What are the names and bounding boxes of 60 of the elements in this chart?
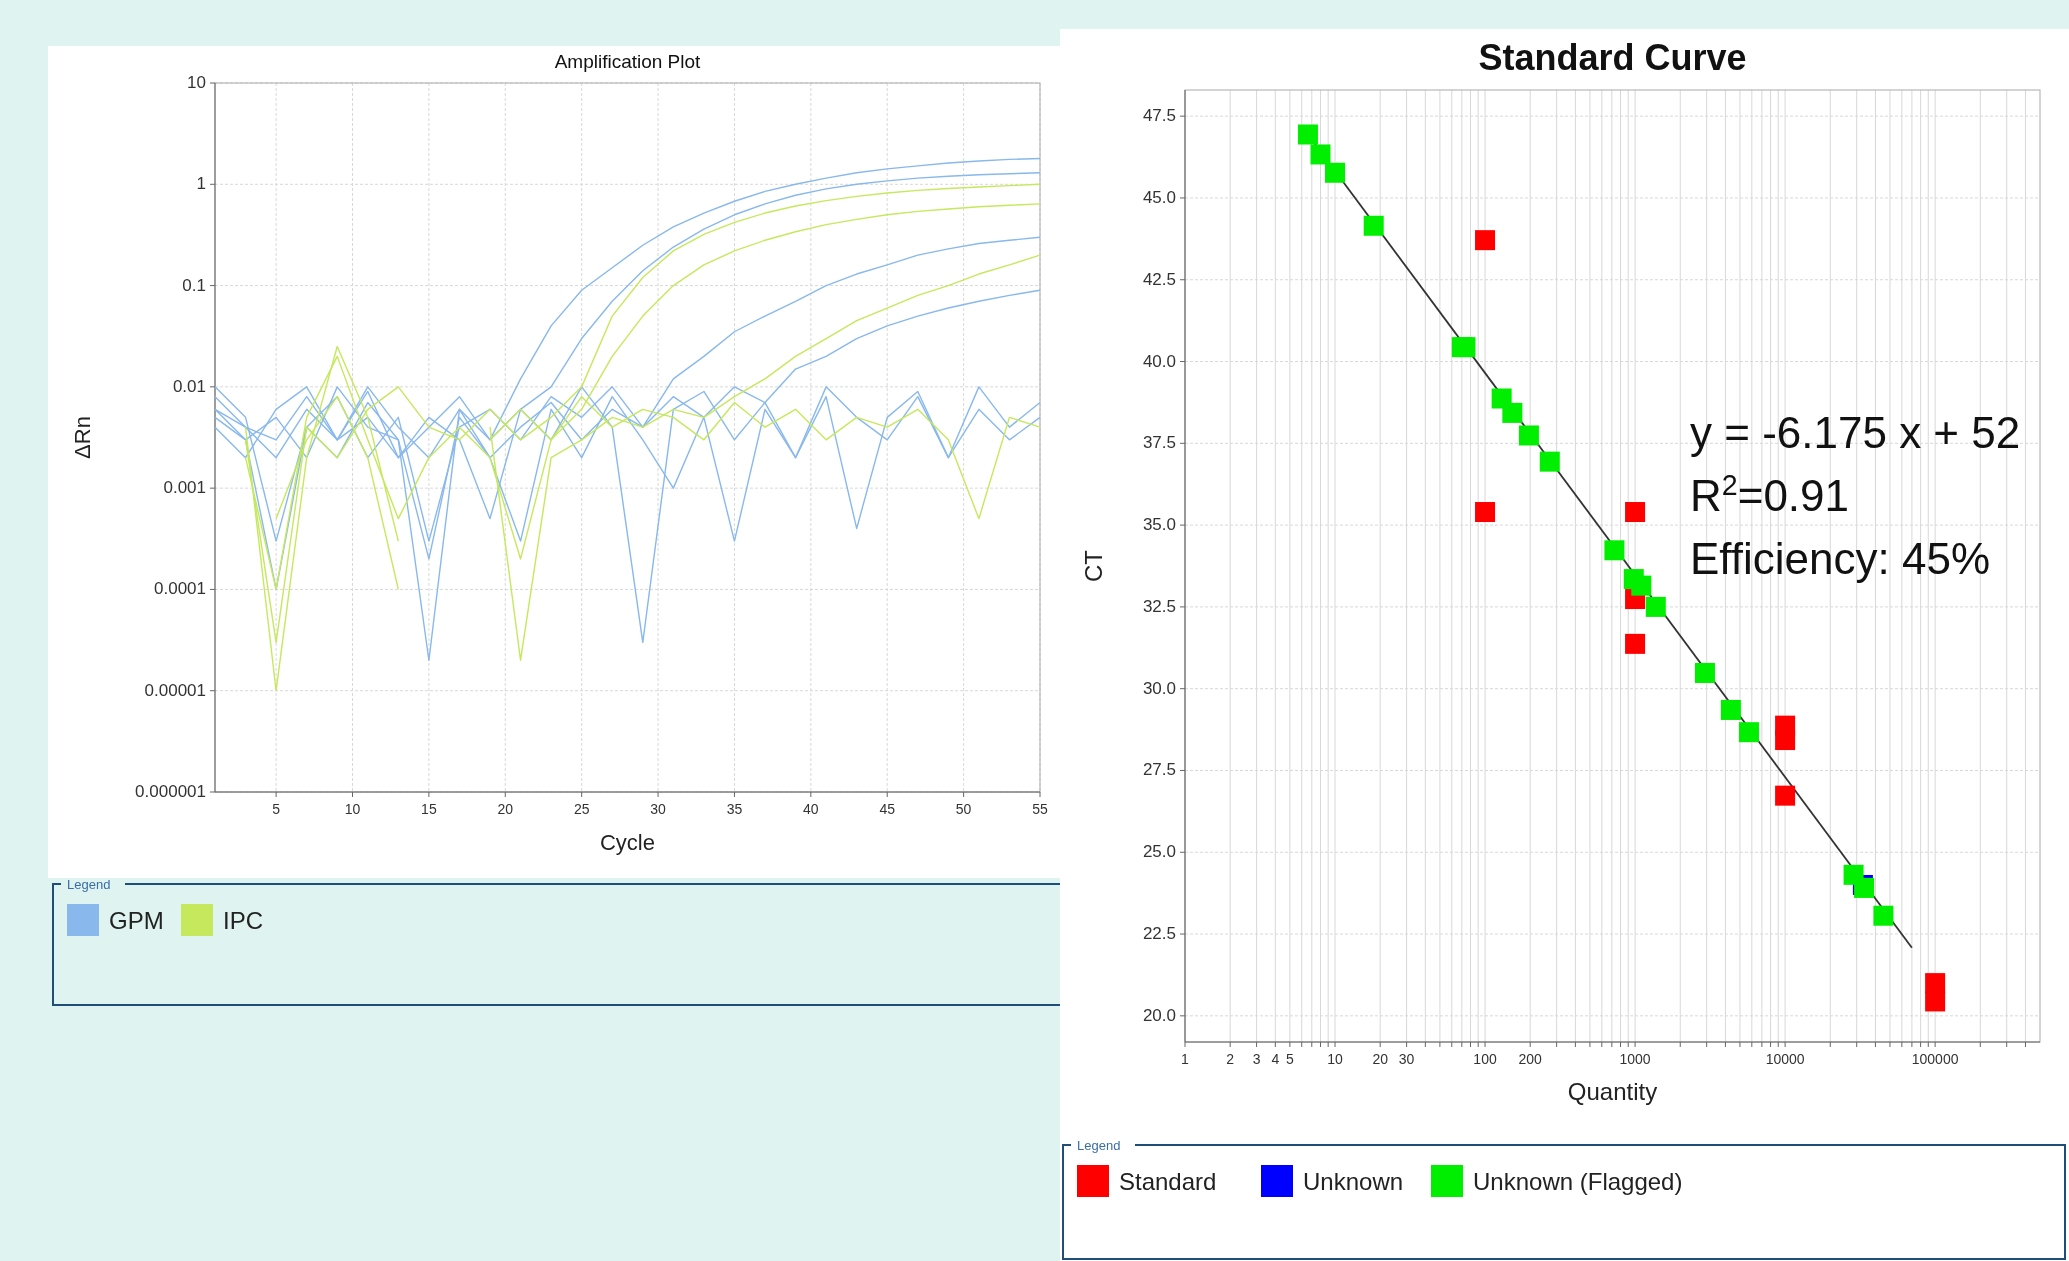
y-axis-title: ΔRn: [70, 416, 95, 459]
y-tick-label: 0.01: [172, 376, 206, 396]
x-tick-label: 15: [421, 801, 437, 817]
annotation: y = -6.175 x + 52: [1690, 408, 2021, 457]
y-tick-label: 32.5: [1142, 596, 1176, 616]
y-tick-label: 0.00001: [144, 680, 206, 700]
y-tick-label: 40.0: [1142, 351, 1176, 371]
legend-title: Legend: [1077, 1138, 1121, 1153]
x-tick-label: 50: [955, 801, 972, 817]
y-tick-label: 20.0: [1142, 1005, 1176, 1025]
chart-title: Standard Curve: [1478, 37, 1747, 78]
annotation: R$^{2}$=0.91: [1690, 469, 1850, 520]
legend-label: Unknown (Flagged): [1473, 1168, 1683, 1195]
y-tick-label: 0.001: [163, 478, 206, 498]
x-tick-label: 20: [1372, 1051, 1389, 1067]
x-tick-label: 10: [344, 801, 361, 817]
y-tick-label: 22.5: [1142, 924, 1176, 944]
x-tick-label: 4: [1271, 1051, 1280, 1067]
legend-label: IPC: [223, 907, 264, 934]
y-tick-label: 0.000001: [135, 782, 206, 801]
y-tick-label: 0.0001: [154, 579, 206, 599]
x-tick-label: 1000: [1619, 1051, 1651, 1067]
x-tick-label: 55: [1032, 801, 1048, 817]
x-tick-label: 10000: [1765, 1051, 1805, 1067]
y-axis-title: CT: [1080, 549, 1107, 582]
x-tick-label: 45: [879, 801, 896, 817]
legend-label: Standard: [1119, 1168, 1217, 1195]
legend-label: Unknown: [1303, 1168, 1404, 1195]
x-tick-label: 5: [272, 801, 281, 817]
y-tick-label: 45.0: [1142, 187, 1176, 207]
y-tick-label: 0.1: [182, 275, 206, 295]
x-tick-label: 200: [1518, 1051, 1543, 1067]
y-tick-label: 1: [196, 174, 206, 194]
y-tick-label: 27.5: [1142, 760, 1176, 780]
x-tick-label: 3: [1252, 1051, 1261, 1067]
x-tick-label: 30: [650, 801, 667, 817]
y-tick-label: 25.0: [1142, 842, 1176, 862]
y-tick-label: 37.5: [1142, 433, 1176, 453]
x-tick-label: 35: [726, 801, 743, 817]
x-tick-label: 25: [573, 801, 590, 817]
y-tick-label: 10: [187, 73, 206, 92]
y-tick-label: 30.0: [1142, 678, 1176, 698]
x-tick-label: 2: [1226, 1051, 1235, 1067]
x-axis-title: Quantity: [1567, 1078, 1658, 1105]
x-tick-label: 20: [497, 801, 514, 817]
y-tick-label: 42.5: [1142, 269, 1176, 289]
x-tick-label: 5: [1285, 1051, 1294, 1067]
x-tick-label: 10: [1327, 1051, 1344, 1067]
y-tick-label: 47.5: [1142, 106, 1176, 126]
y-tick-label: 35.0: [1142, 515, 1176, 535]
legend-title: Legend: [67, 877, 111, 892]
x-tick-label: 100: [1473, 1051, 1497, 1067]
x-tick-label: 30: [1398, 1051, 1415, 1067]
legend-label: GPM: [109, 907, 164, 934]
x-tick-label: 1: [1181, 1051, 1190, 1067]
x-axis-title: Cycle: [599, 830, 656, 855]
x-tick-label: 40: [803, 801, 819, 817]
chart-title: Amplification Plot: [554, 51, 702, 72]
x-tick-label: 100000: [1911, 1051, 1959, 1067]
annotation: Efficiency: 45%: [1690, 534, 1991, 583]
